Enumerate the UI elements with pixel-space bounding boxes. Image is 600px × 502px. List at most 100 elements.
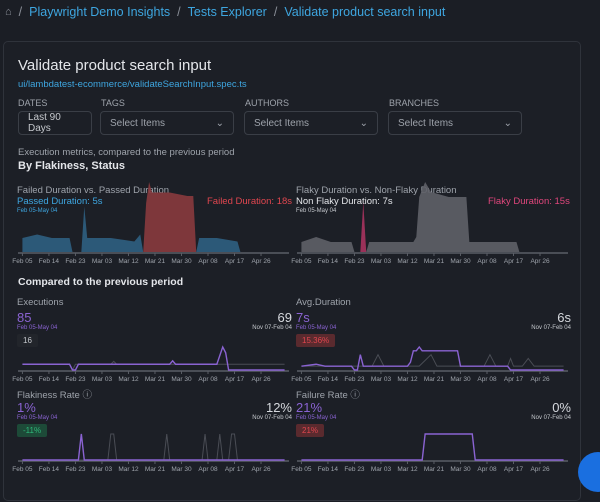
x-tick-label: Mar 30 [450,258,471,265]
x-tick-label: Feb 14 [39,376,60,383]
x-tick-label: Mar 21 [145,466,166,473]
x-tick-label: Apr 08 [477,376,497,383]
x-tick-label: Feb 05 [12,258,33,265]
page-title: Validate product search input [18,57,212,74]
metric-title: Executions [17,297,64,308]
breadcrumb-insights[interactable]: Playwright Demo Insights [29,5,171,19]
chart-title: Failed Duration vs. Passed Duration [17,185,170,196]
series-line [22,433,285,461]
x-tick-label: Mar 12 [118,466,139,473]
x-tick-label: Mar 30 [171,258,192,265]
x-tick-label: Mar 30 [450,466,471,473]
series-line [22,433,285,461]
x-tick-label: Mar 03 [371,466,392,473]
breadcrumb: ⌂ / Playwright Demo Insights / Tests Exp… [5,5,446,19]
x-tick-label: Feb 05 [291,258,312,265]
authors-label: AUTHORS [245,98,290,108]
x-tick-label: Apr 17 [504,376,524,383]
breadcrumb-tests-explorer[interactable]: Tests Explorer [187,5,267,19]
info-icon[interactable]: ⓘ [350,390,360,401]
passed-duration: Passed Duration: 5s [17,196,103,207]
previous-value: 69 [277,310,292,325]
x-tick-label: Mar 03 [371,258,392,265]
metric-title: Flakiness Rate ⓘ [17,390,92,401]
dates-select[interactable]: Last 90 Days [18,111,92,135]
branches-select[interactable]: Select Items ⌄ [388,111,522,135]
x-tick-label: Apr 08 [198,258,218,265]
x-tick-label: Feb 23 [65,258,86,265]
x-tick-label: Apr 08 [477,466,497,473]
x-tick-label: Mar 21 [424,258,445,265]
x-tick-label: Mar 30 [450,376,471,383]
dates-label: DATES [18,98,48,108]
series-line [301,345,564,371]
series-area [22,206,241,252]
x-tick-label: Apr 26 [251,376,271,383]
x-tick-label: Mar 12 [397,376,418,383]
x-tick-label: Apr 08 [477,258,497,265]
previous-value: 12% [265,400,292,415]
non-flaky-duration: Non Flaky Duration: 7s [296,196,393,207]
branches-label: BRANCHES [389,98,440,108]
metric-range: Feb 05-May 04 [296,415,337,421]
test-details-card: Validate product search input ui/lambdat… [3,41,581,501]
x-tick-label: Apr 08 [198,466,218,473]
series-area [360,202,367,252]
x-tick-label: Mar 12 [397,466,418,473]
previous-range: Nov 07-Feb 04 [531,325,571,331]
x-tick-label: Apr 08 [198,376,218,383]
x-tick-label: Feb 23 [344,258,365,265]
x-tick-label: Feb 23 [344,466,365,473]
x-tick-label: Mar 12 [118,258,139,265]
x-tick-label: Apr 17 [225,376,245,383]
x-tick-label: Mar 21 [145,376,166,383]
metric-value: 7s [296,310,310,325]
x-tick-label: Feb 23 [344,376,365,383]
x-tick-label: Apr 17 [504,258,524,265]
x-tick-label: Apr 26 [251,466,271,473]
metric-value: 85 [17,310,32,325]
x-tick-label: Feb 14 [39,466,60,473]
home-icon[interactable]: ⌂ [5,6,12,18]
x-tick-label: Feb 23 [65,466,86,473]
info-icon[interactable]: ⓘ [82,390,92,401]
metric-range: Feb 05-May 04 [17,415,58,421]
change-badge: 15.36% [296,334,336,347]
series-area [301,182,520,252]
change-badge: -11% [17,424,48,437]
date-range: Feb 05-May 04 [17,208,58,214]
x-tick-label: Apr 17 [225,258,245,265]
metric-value: 1% [17,400,36,415]
x-tick-label: Mar 21 [424,466,445,473]
spec-path-link[interactable]: ui/lambdatest-ecommerce/validateSearchIn… [18,79,247,90]
x-tick-label: Mar 03 [92,258,113,265]
x-tick-label: Apr 26 [530,258,550,265]
change-badge: 16 [17,334,38,347]
x-tick-label: Feb 05 [291,376,312,383]
chevron-down-icon: ⌄ [359,117,368,129]
breadcrumb-current[interactable]: Validate product search input [284,5,446,19]
x-tick-label: Mar 03 [92,376,113,383]
metric-range: Feb 05-May 04 [17,325,58,331]
chart-title: Flaky Duration vs. Non-Flaky Duration [296,185,457,196]
tags-select[interactable]: Select Items ⌄ [100,111,234,135]
x-tick-label: Feb 05 [12,376,33,383]
metric-value: 21% [296,400,323,415]
series-line [22,345,285,371]
authors-select[interactable]: Select Items ⌄ [244,111,378,135]
x-tick-label: Feb 14 [318,376,339,383]
series-line [22,360,285,372]
previous-range: Nov 07-Feb 04 [252,325,292,331]
chevron-down-icon: ⌄ [215,117,224,129]
x-tick-label: Mar 12 [118,376,139,383]
x-tick-label: Feb 14 [318,466,339,473]
x-tick-label: Feb 05 [291,466,312,473]
x-tick-label: Mar 21 [145,258,166,265]
x-tick-label: Feb 23 [65,376,86,383]
x-tick-label: Apr 17 [225,466,245,473]
series-line [301,353,564,367]
x-tick-label: Apr 26 [251,258,271,265]
previous-range: Nov 07-Feb 04 [252,415,292,421]
metric-title: Avg.Duration [296,297,351,308]
x-tick-label: Mar 30 [171,466,192,473]
